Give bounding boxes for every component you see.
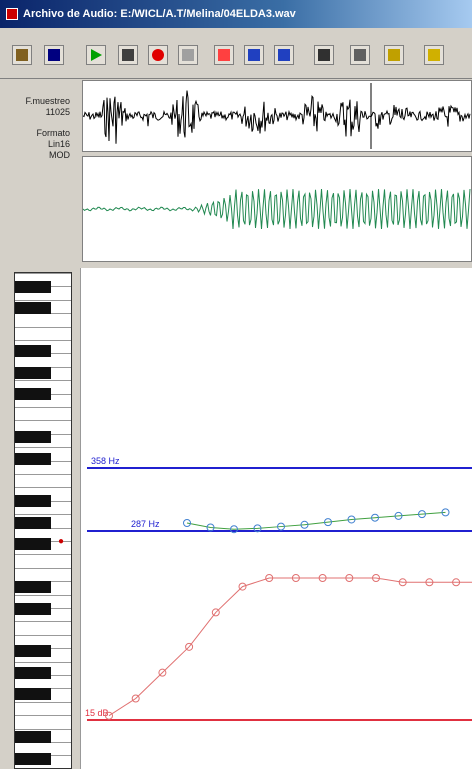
white-key[interactable] — [15, 715, 72, 716]
file-info-panel: F.muestreo 11025 Formato Lin16 MOD — [0, 80, 78, 265]
format-bits: Lin16 — [0, 139, 78, 150]
piano-keyboard[interactable] — [14, 272, 72, 769]
pitch-plot-svg: 358 Hz 287 Hz 15 dB — [81, 268, 472, 769]
save-button[interactable] — [44, 45, 64, 65]
black-key[interactable] — [15, 581, 51, 593]
pitch-plot[interactable]: 358 Hz 287 Hz 15 dB — [80, 268, 472, 769]
stop-button[interactable] — [178, 45, 198, 65]
black-key[interactable] — [15, 667, 51, 679]
white-key[interactable] — [15, 514, 72, 515]
black-key[interactable] — [15, 603, 51, 615]
white-key[interactable] — [15, 702, 72, 703]
white-key[interactable] — [15, 635, 72, 636]
settings-button[interactable] — [350, 45, 370, 65]
record-icon — [152, 49, 164, 61]
white-key[interactable] — [15, 662, 72, 663]
reference-label: 358 Hz — [91, 456, 120, 466]
current-note-marker: ● — [58, 536, 64, 547]
white-key[interactable] — [15, 554, 72, 555]
white-key[interactable] — [15, 474, 72, 475]
sample-rate-label: F.muestreo — [0, 96, 78, 107]
microphone-button[interactable] — [118, 45, 138, 65]
intensity-contour — [109, 578, 472, 716]
black-key[interactable] — [15, 688, 51, 700]
white-key[interactable] — [15, 380, 72, 381]
window-title: Archivo de Audio: E:/WICL/A.T/Melina/04E… — [23, 8, 296, 20]
white-key[interactable] — [15, 621, 72, 622]
open-button[interactable] — [12, 45, 32, 65]
pitch-contour — [187, 512, 446, 529]
microphone-icon — [122, 49, 134, 61]
black-key[interactable] — [15, 388, 51, 400]
stop-icon — [182, 49, 194, 61]
black-key[interactable] — [15, 367, 51, 379]
spectrogram-button[interactable] — [214, 45, 234, 65]
reference-label: 287 Hz — [131, 519, 160, 529]
black-key[interactable] — [15, 645, 51, 657]
black-key[interactable] — [15, 517, 51, 529]
pencil-icon — [388, 49, 400, 61]
waveform-svg — [83, 81, 471, 151]
line-chart-icon — [248, 49, 260, 61]
bars-icon — [278, 49, 290, 61]
play-button[interactable] — [86, 45, 106, 65]
black-key[interactable] — [15, 345, 51, 357]
formant-button[interactable] — [274, 45, 294, 65]
black-key[interactable] — [15, 753, 51, 765]
black-key[interactable] — [15, 495, 51, 507]
spectrogram-icon — [218, 49, 230, 61]
exit-door-icon — [428, 49, 440, 61]
record-button[interactable] — [148, 45, 168, 65]
white-key[interactable] — [15, 327, 72, 328]
white-key[interactable] — [15, 407, 72, 408]
black-key[interactable] — [15, 453, 51, 465]
white-key[interactable] — [15, 300, 72, 301]
zoom-trace — [83, 189, 470, 229]
sample-rate-value: 11025 — [0, 107, 78, 118]
toolbar — [0, 28, 472, 79]
waveform-trace — [83, 91, 470, 144]
reference-label: 15 dB — [85, 708, 109, 718]
black-key[interactable] — [15, 302, 51, 314]
black-key[interactable] — [15, 538, 51, 550]
white-key[interactable] — [15, 273, 72, 274]
black-key[interactable] — [15, 731, 51, 743]
black-key[interactable] — [15, 281, 51, 293]
printer-icon — [318, 49, 330, 61]
app-icon — [6, 8, 18, 20]
white-key[interactable] — [15, 487, 72, 488]
grid-icon — [354, 49, 366, 61]
white-key[interactable] — [15, 420, 72, 421]
white-key[interactable] — [15, 568, 72, 569]
waveform-zoom[interactable] — [82, 156, 472, 262]
pitch-plot-button[interactable] — [244, 45, 264, 65]
black-key[interactable] — [15, 431, 51, 443]
white-key[interactable] — [15, 729, 72, 730]
floppy-disk-icon — [48, 49, 60, 61]
white-key[interactable] — [15, 447, 72, 448]
white-key[interactable] — [15, 595, 72, 596]
edit-button[interactable] — [384, 45, 404, 65]
zoom-svg — [83, 157, 471, 261]
exit-button[interactable] — [424, 45, 444, 65]
title-bar: Archivo de Audio: E:/WICL/A.T/Melina/04E… — [0, 0, 472, 28]
waveform-overview[interactable] — [82, 80, 472, 152]
open-folder-icon — [16, 49, 28, 61]
format-mode: MOD — [0, 150, 78, 161]
play-icon — [91, 49, 102, 61]
print-button[interactable] — [314, 45, 334, 65]
format-label: Formato — [0, 128, 78, 139]
white-key[interactable] — [15, 340, 72, 341]
